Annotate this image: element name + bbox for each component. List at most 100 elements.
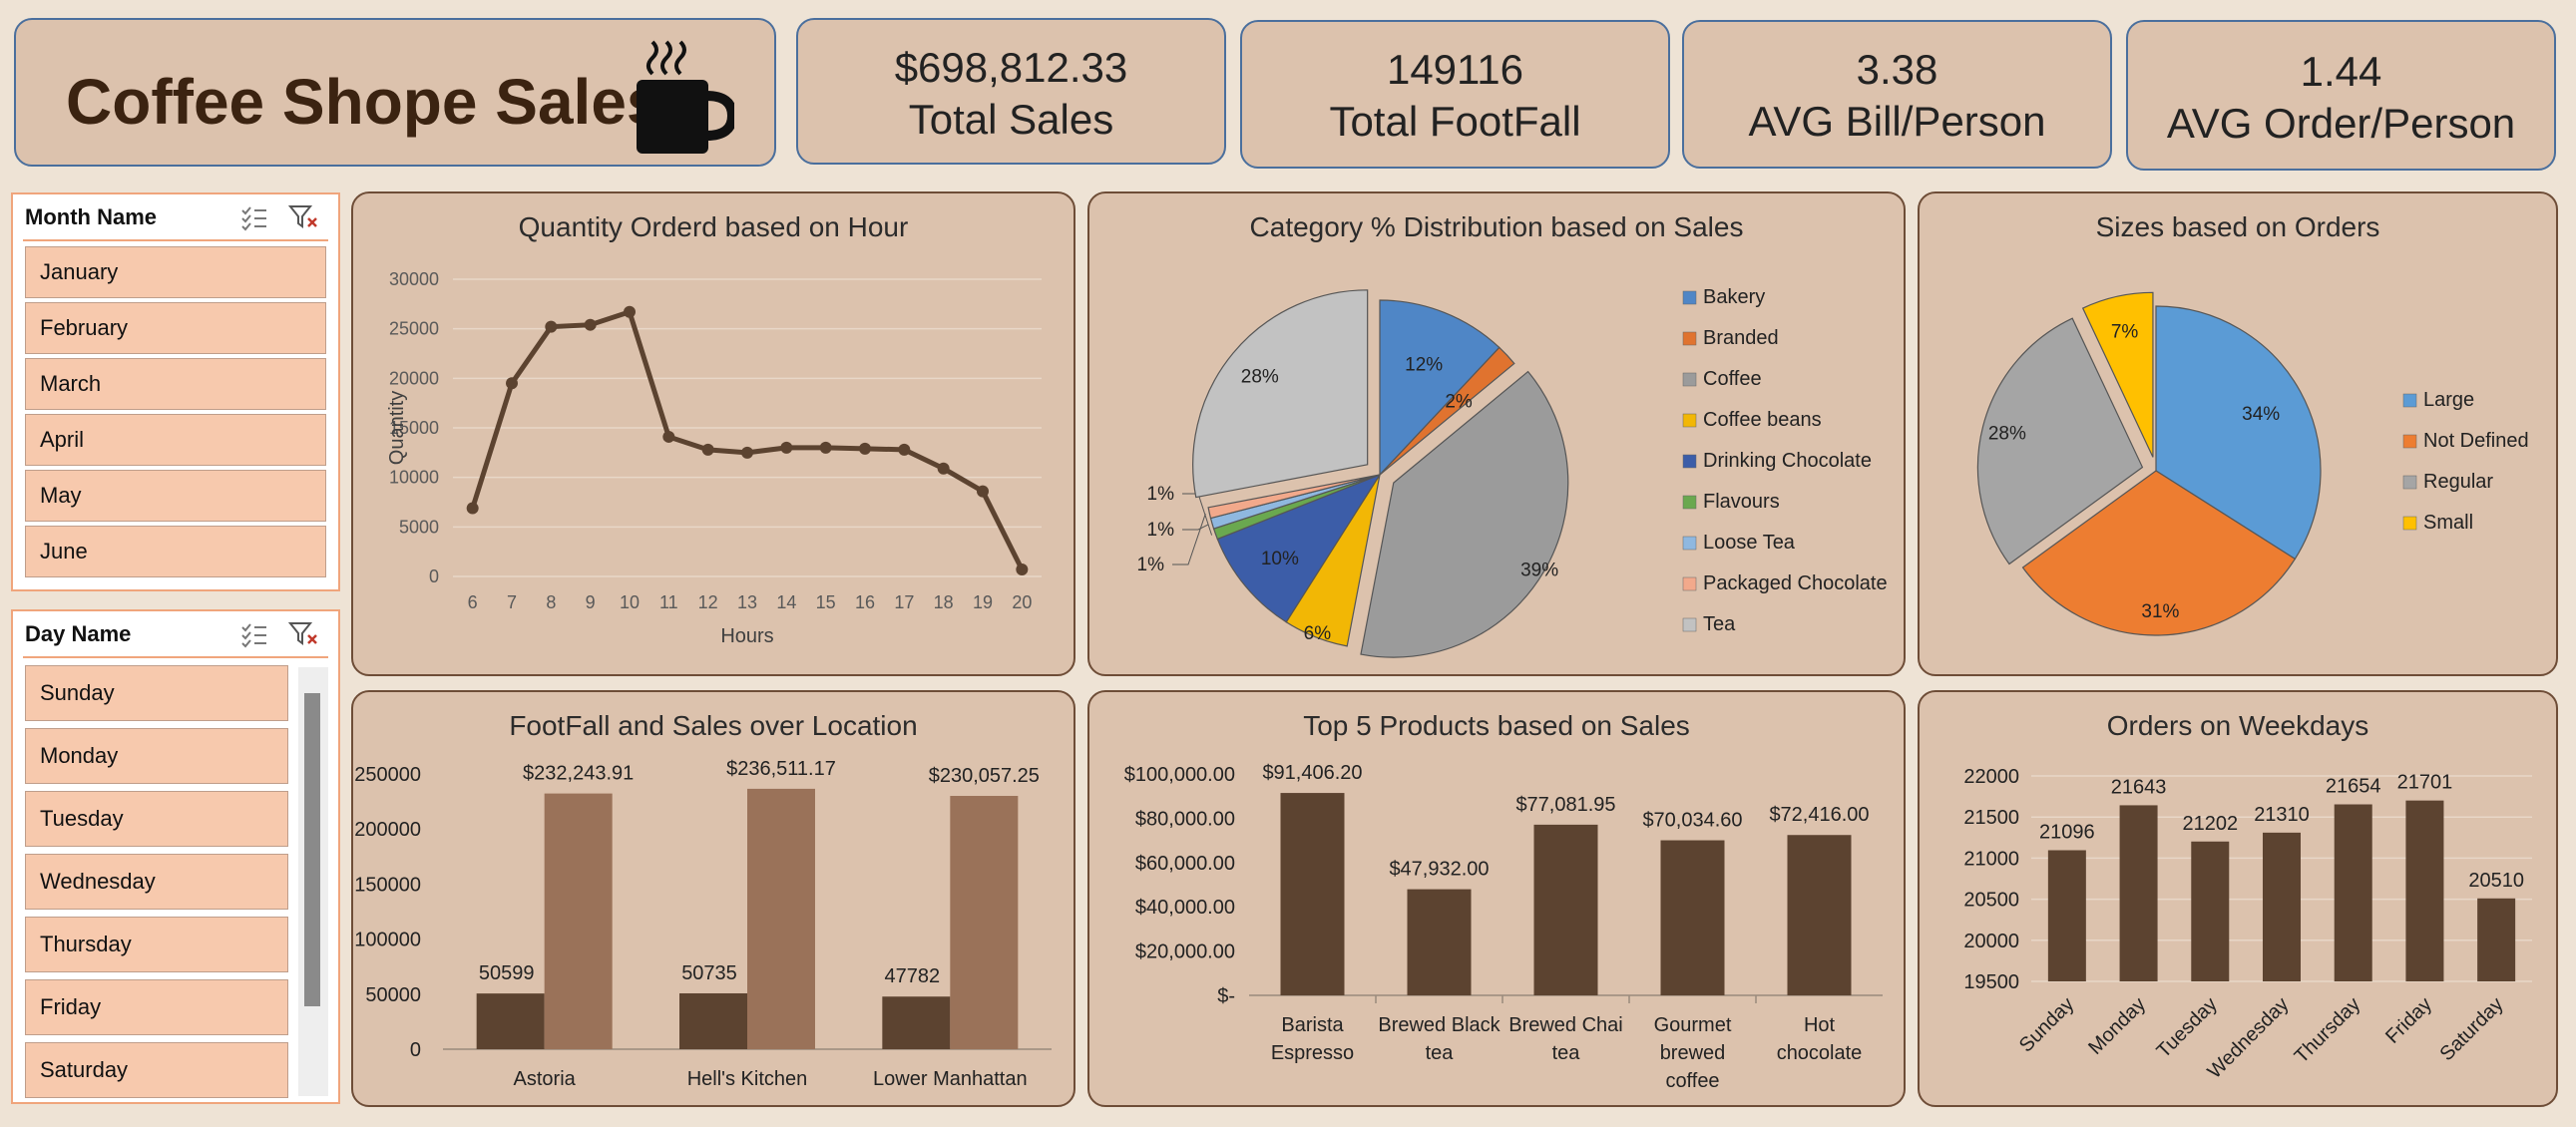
kpi-label: Total FootFall — [1329, 98, 1581, 145]
pie-slice — [1379, 299, 1501, 477]
slicer-item-month[interactable]: February — [25, 302, 326, 354]
bar — [2047, 850, 2086, 981]
data-point — [859, 442, 871, 455]
multi-select-icon[interactable] — [238, 202, 270, 232]
y-tick-label: $60,000.00 — [1135, 853, 1235, 875]
bar — [679, 992, 747, 1049]
hourly-quantity-chart: 0 5000 10000 15000 20000 25000 30000 6 7 8 9 10 11 12… — [386, 269, 1042, 647]
x-tick-label: 10 — [620, 592, 640, 612]
slicer-divider — [23, 239, 328, 241]
slicer-item-month[interactable]: May — [25, 470, 326, 522]
pie-slice — [1192, 289, 1369, 499]
data-label: 47782 — [885, 965, 941, 987]
data-label: 1% — [1147, 520, 1175, 541]
y-tick-label: 10000 — [389, 468, 439, 488]
month-slicer: Month Name January February March April … — [11, 192, 340, 591]
legend-swatch — [1682, 536, 1697, 551]
hourly-quantity-panel: Quantity Orderd based on Hour 0 5000 10000… — [351, 191, 1075, 676]
x-tick-label: 14 — [776, 592, 796, 612]
slicer-item-month[interactable]: June — [25, 526, 326, 577]
data-point — [898, 443, 911, 456]
bar — [1660, 840, 1725, 995]
x-tick-label: 7 — [507, 592, 517, 612]
y-tick-label: 15000 — [389, 418, 439, 438]
slicer-item-day[interactable]: Friday — [25, 979, 288, 1035]
y-tick-label: $100,000.00 — [1124, 764, 1235, 786]
x-tick-label: Barista — [1281, 1014, 1344, 1036]
slicer-title: Day Name — [25, 621, 132, 646]
slicer-item-month[interactable]: January — [25, 246, 326, 298]
legend-entry: Coffee beans — [1703, 409, 1822, 431]
slicer-item-day[interactable]: Wednesday — [25, 854, 288, 910]
legend-swatch — [1682, 454, 1697, 469]
legend-entry: Large — [2423, 389, 2474, 411]
x-tick-label: Gourmet — [1654, 1014, 1732, 1036]
x-tick-label: Thursday — [2291, 993, 2365, 1068]
y-tick-label: 150000 — [354, 874, 421, 896]
slicer-item-day[interactable]: Saturday — [25, 1042, 288, 1098]
legend-entry: Branded — [1703, 327, 1779, 349]
slicer-item-day[interactable]: Tuesday — [25, 791, 288, 847]
legend-swatch — [2402, 516, 2417, 531]
legend-swatch — [2402, 393, 2417, 408]
data-point — [701, 443, 714, 456]
chart-title: Quantity Orderd based on Hour — [518, 211, 909, 242]
pie-slice — [1379, 346, 1515, 476]
leader-line — [1182, 524, 1209, 531]
data-label: $236,511.17 — [726, 758, 836, 780]
slicer-item-day[interactable]: Thursday — [25, 917, 288, 972]
weekday-bar-chart: 19500 20000 20500 21000 21500 22000 21096 Sunda… — [1963, 766, 2532, 1083]
y-tick-label: 100000 — [354, 930, 421, 951]
x-tick-label: Espresso — [1271, 1042, 1354, 1064]
category-pie-chart: 12%2% 39% 6% 10% 1% 1% 1% 28% Bakery Branded Coffe… — [1137, 286, 1888, 658]
slicer-item-month[interactable]: April — [25, 414, 326, 466]
bar — [476, 993, 545, 1049]
data-label: 28% — [1988, 424, 2026, 445]
y-tick-label: 50000 — [365, 984, 421, 1006]
pie-slice — [2155, 305, 2322, 561]
location-bar-chart: 0 50000 100000 150000 200000 250000 50599 $232,… — [354, 758, 1052, 1090]
bar — [2191, 841, 2230, 981]
clear-filter-icon[interactable] — [288, 202, 320, 232]
data-point — [1016, 564, 1029, 576]
dashboard-title: Coffee Shope Sales — [66, 66, 662, 138]
data-label: 21096 — [2039, 821, 2095, 843]
multi-select-icon[interactable] — [238, 619, 270, 649]
x-tick-label: 8 — [546, 592, 556, 612]
x-tick-label: Hot — [1804, 1014, 1836, 1036]
y-tick-label: 20000 — [1963, 931, 2019, 952]
y-tick-label: 20500 — [1963, 890, 2019, 912]
x-tick-label: tea — [1426, 1042, 1455, 1064]
data-label: 7% — [2111, 321, 2139, 342]
data-label: 39% — [1520, 561, 1558, 581]
slicer-scrollbar-thumb[interactable] — [304, 693, 320, 1006]
coffee-cup-icon — [637, 40, 734, 154]
kpi-value: $698,812.33 — [894, 44, 1128, 91]
weekday-panel: Orders on Weekdays 19500 20000 20500 21000 2… — [1918, 690, 2558, 1107]
x-tick-label: 11 — [659, 592, 678, 612]
clear-filter-icon[interactable] — [288, 619, 320, 649]
y-tick-label: 5000 — [399, 517, 439, 537]
legend-swatch — [1682, 576, 1697, 591]
data-label: 21643 — [2111, 776, 2167, 798]
data-point — [624, 305, 636, 318]
x-tick-label: 6 — [468, 592, 478, 612]
top-products-panel: Top 5 Products based on Sales $- $20,000.… — [1087, 690, 1906, 1107]
top-products-bar-chart: $- $20,000.00 $40,000.00 $60,000.00 $80,000.… — [1124, 762, 1883, 1092]
slicer-item-day[interactable]: Monday — [25, 728, 288, 784]
data-point — [741, 446, 753, 459]
kpi-value: 3.38 — [1856, 46, 1938, 93]
x-tick-label: chocolate — [1777, 1042, 1863, 1064]
data-label: $232,243.91 — [523, 763, 634, 785]
y-tick-label: 19500 — [1963, 971, 2019, 993]
data-label: 21202 — [2182, 813, 2238, 835]
chart-title: Top 5 Products based on Sales — [1303, 710, 1690, 741]
legend-entry: Coffee — [1703, 368, 1762, 390]
data-label: $230,057.25 — [929, 765, 1040, 787]
slicer-divider — [23, 656, 328, 658]
slicer-item-month[interactable]: March — [25, 358, 326, 410]
data-label: 1% — [1137, 555, 1165, 575]
data-point — [466, 502, 479, 515]
slicer-item-day[interactable]: Sunday — [25, 665, 288, 721]
legend-swatch — [1682, 372, 1697, 387]
